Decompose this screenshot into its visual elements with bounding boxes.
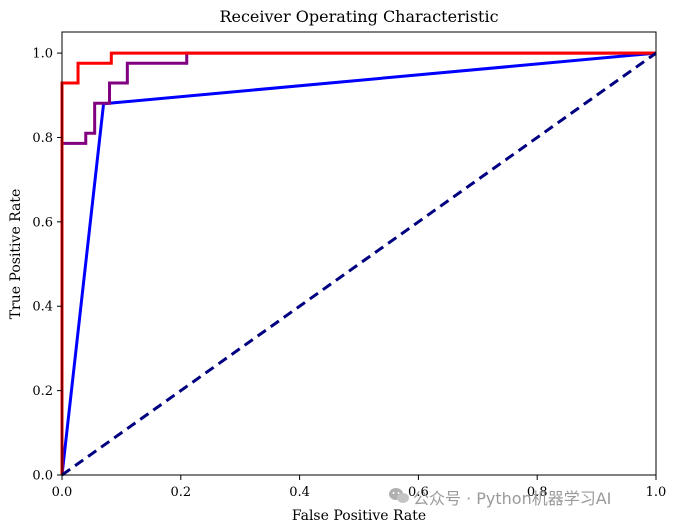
y-tick-label: 1.0 [32, 47, 53, 62]
plot-area: 0.0 0.2 0.4 0.6 0.8 1.0 0.0 0.2 0.4 0.6 0.8 1.0 [32, 31, 667, 500]
plot-frame [61, 31, 657, 476]
y-tick-label: 0.4 [32, 300, 53, 315]
y-tick-label: 0.8 [32, 131, 53, 146]
y-tick-label: 0.0 [32, 469, 53, 484]
roc-curve-3 [60, 51, 656, 475]
x-tick-label: 0.2 [170, 485, 191, 500]
x-tick-label: 1.0 [646, 485, 667, 500]
watermark: 公众号 · Python机器学习AI [389, 488, 611, 508]
x-tick-label: 0.4 [289, 485, 310, 500]
roc-curve-4 [61, 51, 657, 477]
chart-title: Receiver Operating Characteristic [219, 7, 498, 26]
x-tick-label: 0.6 [408, 485, 429, 500]
x-axis-label: False Positive Rate [292, 508, 426, 524]
y-tick-label: 0.6 [32, 215, 53, 230]
x-tick-label: 0.8 [527, 485, 548, 500]
x-tick-label: 0.0 [52, 485, 73, 500]
y-tick-label: 0.2 [32, 384, 53, 399]
y-axis-label: True Positive Rate [8, 189, 24, 320]
wechat-icon [389, 488, 409, 503]
watermark-text: 公众号 · Python机器学习AI [413, 489, 611, 508]
roc-curve-1 [60, 51, 657, 476]
x-axis-ticks: 0.0 0.2 0.4 0.6 0.8 1.0 [52, 475, 667, 500]
series-layer [60, 51, 657, 477]
roc-curve-2 [60, 51, 656, 475]
y-axis-ticks: 0.0 0.2 0.4 0.6 0.8 1.0 [32, 47, 62, 484]
